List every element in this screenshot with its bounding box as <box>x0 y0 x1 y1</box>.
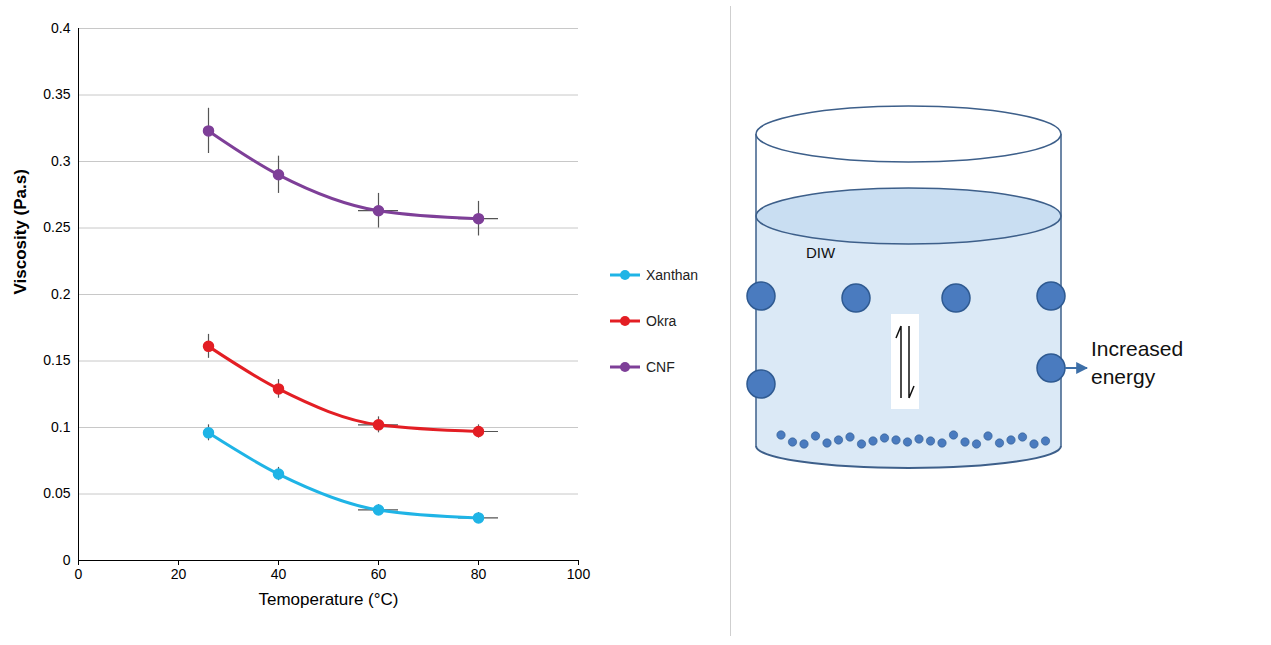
html-text:Xanthan: Xanthan <box>646 267 699 283</box>
svg-text:100: 100 <box>567 566 591 582</box>
svg-text:0.4: 0.4 <box>51 20 71 36</box>
svg-text:0.35: 0.35 <box>43 86 70 102</box>
svg-text:60: 60 <box>371 566 387 582</box>
svg-text:0: 0 <box>75 566 83 582</box>
svg-text:0.1: 0.1 <box>51 419 71 435</box>
html-text:CNF: CNF <box>646 359 675 375</box>
svg-text:DIW: DIW <box>806 244 836 261</box>
svg-text:0.3: 0.3 <box>51 153 71 169</box>
svg-text:0.25: 0.25 <box>43 219 70 235</box>
svg-text:0.15: 0.15 <box>43 352 70 368</box>
svg-text:0.2: 0.2 <box>51 286 71 302</box>
svg-text:20: 20 <box>171 566 187 582</box>
svg-text:Increasedenergy: Increasedenergy <box>1091 337 1183 388</box>
svg-text:40: 40 <box>271 566 287 582</box>
html-text:Okra: Okra <box>646 313 677 329</box>
svg-text:0.05: 0.05 <box>43 485 70 501</box>
svg-text:80: 80 <box>471 566 487 582</box>
svg-text:Viscosity (Pa.s): Viscosity (Pa.s) <box>11 169 30 294</box>
svg-text:0: 0 <box>63 552 71 568</box>
svg-text:Temoperature (°C): Temoperature (°C) <box>258 590 398 609</box>
